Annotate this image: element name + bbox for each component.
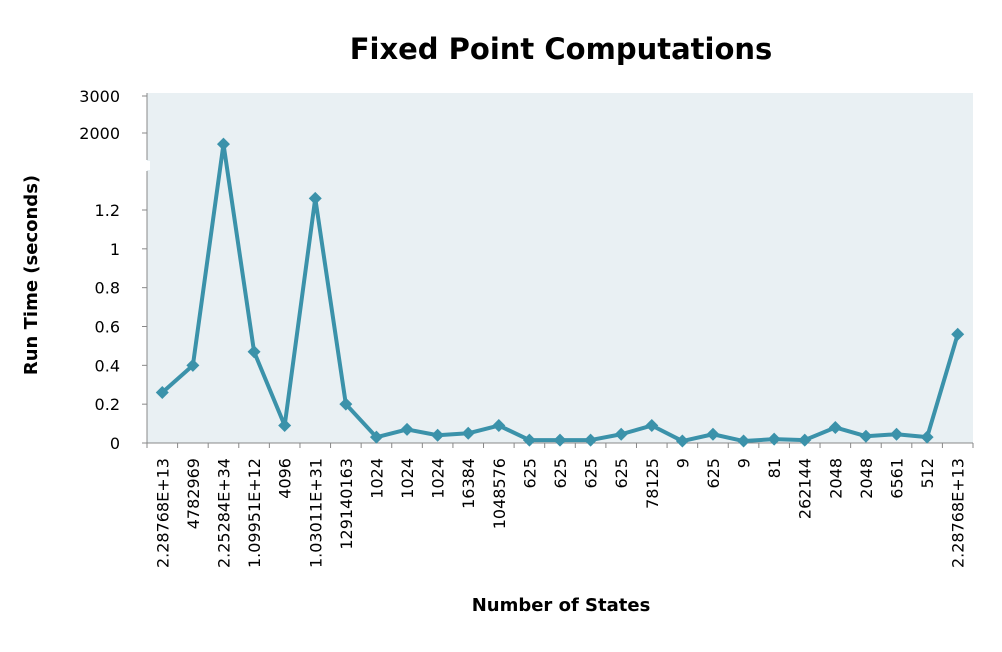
data-point [675, 434, 689, 448]
x-tick-label: 6561 [888, 458, 907, 499]
data-point [216, 137, 230, 151]
x-tick-label: 2048 [826, 458, 845, 499]
x-tick-label: 4096 [276, 458, 295, 499]
y-tick-label: 0.8 [95, 279, 120, 298]
x-tick-label: 1024 [429, 458, 448, 499]
x-tick-label: 625 [612, 458, 631, 489]
plot-area [147, 93, 973, 443]
data-point [859, 429, 873, 443]
x-tick-label: 1.09951E+12 [245, 458, 264, 568]
x-tick-label: 1024 [367, 458, 386, 499]
data-point [645, 419, 659, 433]
data-point [522, 433, 536, 447]
data-point [461, 426, 475, 440]
y-tick-label: 0.2 [95, 395, 120, 414]
x-tick-label: 2.28768E+13 [153, 458, 172, 568]
data-point [278, 419, 292, 433]
x-tick-label: 4782969 [184, 458, 203, 529]
y-tick-labels: 0 0.2 0.4 0.6 0.8 1 1.2 3000 2000 [79, 87, 120, 453]
x-tick-label: 9 [673, 458, 692, 468]
x-tick-label: 81 [765, 458, 784, 478]
y-tick-label: 3000 [79, 87, 120, 106]
x-tick-label: 2048 [857, 458, 876, 499]
data-point [339, 397, 353, 411]
data-point [706, 427, 720, 441]
x-tick-label: 78125 [643, 458, 662, 509]
x-tick-label: 1024 [398, 458, 417, 499]
data-point [247, 345, 261, 359]
x-tick-label: 1048576 [490, 458, 509, 529]
data-point [920, 430, 934, 444]
x-tick-label: 2.25284E+34 [214, 458, 233, 568]
data-point [614, 427, 628, 441]
data-point [737, 434, 751, 448]
x-tick-label: 2.28768E+13 [949, 458, 968, 568]
x-tick-label: 16384 [459, 458, 478, 509]
x-tick-label: 625 [520, 458, 539, 489]
data-point [553, 433, 567, 447]
y-tick-label: 0.6 [95, 318, 120, 337]
data-point [369, 430, 383, 444]
x-tick-labels: 2.28768E+13 4782969 2.25284E+34 1.09951E+12… [153, 458, 967, 568]
data-point [400, 422, 414, 436]
x-tick-label: 9 [735, 458, 754, 468]
axis-break [144, 161, 150, 170]
chart-title: Fixed Point Computations [350, 32, 773, 66]
data-point [584, 433, 598, 447]
data-point [431, 428, 445, 442]
data-point [492, 419, 506, 433]
data-point [828, 420, 842, 434]
y-tick-label: 1.2 [95, 201, 120, 220]
data-markers [155, 137, 965, 448]
y-axis-title: Run Time (seconds) [21, 175, 42, 375]
y-tick-label: 0.4 [95, 356, 120, 375]
data-point [951, 327, 965, 341]
x-tick-label: 262144 [796, 458, 815, 519]
x-tick-label: 625 [551, 458, 570, 489]
y-tick-label: 2000 [79, 124, 120, 143]
data-point [890, 427, 904, 441]
y-tick-label: 0 [110, 434, 120, 453]
x-tick-label: 625 [582, 458, 601, 489]
x-tick-label: 1.03011E+31 [306, 458, 325, 568]
x-tick-label: 512 [918, 458, 937, 489]
data-point [798, 433, 812, 447]
x-axis-title: Number of States [472, 595, 651, 616]
y-tick-label: 1 [110, 240, 120, 259]
data-point [155, 386, 169, 400]
x-tick-label: 625 [704, 458, 723, 489]
data-point [308, 191, 322, 205]
data-point [186, 358, 200, 372]
x-tick-label: 129140163 [337, 458, 356, 550]
data-point [767, 432, 781, 446]
